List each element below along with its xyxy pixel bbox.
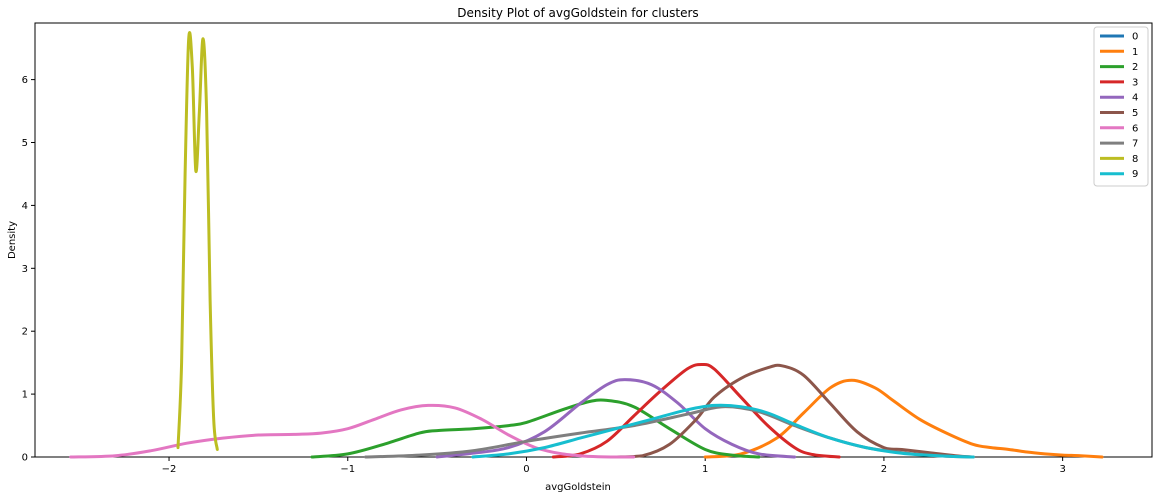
y-axis: 0 1 2 3 4 5 6	[22, 75, 35, 464]
series-line-2	[310, 398, 761, 459]
legend-label: 1	[1132, 47, 1138, 58]
legend-label: 5	[1132, 108, 1138, 119]
series-line-8	[176, 31, 219, 451]
x-tick-label: −2	[162, 464, 177, 475]
legend-label: 8	[1132, 154, 1138, 165]
chart-title: Density Plot of avgGoldstein for cluster…	[457, 6, 698, 20]
legend-label: 6	[1132, 123, 1138, 134]
series-line-9	[471, 403, 975, 459]
y-axis-title: Density	[7, 221, 18, 259]
series-line-5	[614, 363, 975, 459]
legend-label: 7	[1132, 139, 1138, 150]
x-tick-label: −1	[340, 464, 355, 475]
x-tick-label: 3	[1059, 464, 1065, 475]
y-tick-label: 4	[22, 201, 28, 212]
y-tick-label: 0	[22, 453, 28, 464]
x-axis-title: avgGoldstein	[545, 482, 611, 493]
legend-label: 2	[1132, 62, 1138, 73]
legend-label: 4	[1132, 93, 1138, 104]
x-axis: −2 −1 0 1 2 3	[162, 457, 1066, 475]
series-line-3	[551, 362, 841, 459]
legend: 0 1 2 3 4 5 6 7 8 9	[1093, 26, 1149, 187]
series-line-1	[703, 378, 1104, 459]
y-tick-label: 1	[22, 390, 28, 401]
y-tick-label: 6	[22, 75, 28, 86]
y-tick-label: 5	[22, 138, 28, 149]
legend-label: 0	[1132, 32, 1138, 43]
y-tick-label: 3	[22, 264, 28, 275]
series-line-6	[69, 403, 636, 459]
legend-label: 3	[1132, 77, 1138, 88]
series-line-4	[435, 378, 797, 459]
x-tick-label: 0	[523, 464, 529, 475]
x-tick-label: 2	[881, 464, 887, 475]
series-lines	[69, 31, 1104, 459]
legend-label: 9	[1132, 169, 1138, 180]
y-tick-label: 2	[22, 327, 28, 338]
x-tick-label: 1	[702, 464, 708, 475]
